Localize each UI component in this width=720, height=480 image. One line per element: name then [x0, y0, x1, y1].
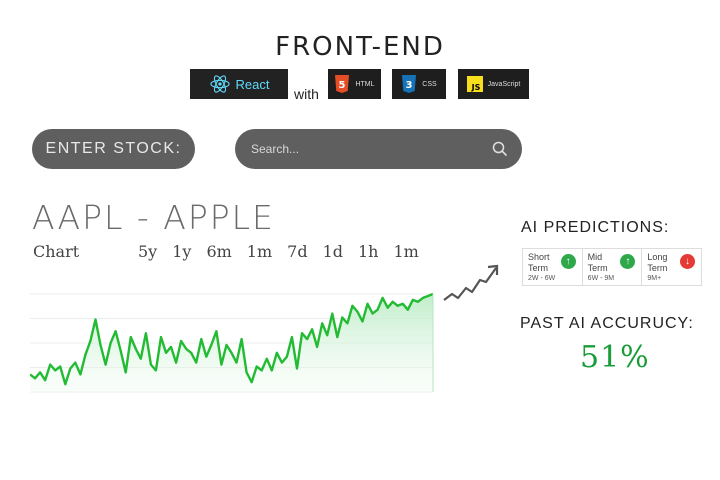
html5-number: 5	[339, 80, 346, 91]
chart-label: Chart	[33, 242, 80, 261]
trend-arrow-icon	[443, 264, 499, 301]
react-badge: React	[190, 69, 288, 99]
css-badge: 3 CSS	[392, 69, 446, 99]
time-range-selector: 5y 1y 6m 1m 7d 1d 1h 1m	[138, 242, 434, 261]
prediction-range: 2W - 6W	[528, 275, 556, 282]
prediction-range: 9M+	[647, 275, 662, 282]
prediction-label: Long	[647, 252, 668, 262]
react-label: React	[235, 76, 270, 92]
css3-number: 3	[406, 80, 413, 91]
react-icon	[209, 75, 230, 93]
range-1min[interactable]: 1m	[393, 242, 419, 261]
range-5y[interactable]: 5y	[138, 242, 158, 261]
stock-chart	[30, 292, 434, 393]
prediction-short-term: Short Term 2W - 6W ↑	[523, 249, 583, 285]
css3-shield-icon: 3	[402, 75, 417, 93]
page-title: FRONT-END	[275, 32, 445, 62]
range-7d[interactable]: 7d	[287, 242, 308, 261]
search-icon[interactable]	[492, 141, 508, 157]
chart-price-line	[30, 292, 434, 386]
prediction-mid-term: Mid Term 6W - 9M ↑	[583, 249, 643, 285]
arrow-up-icon: ↑	[620, 254, 636, 269]
arrow-down-icon: ↓	[680, 254, 696, 269]
search-box[interactable]	[235, 129, 522, 169]
search-input[interactable]	[249, 141, 492, 157]
arrow-up-icon: ↑	[560, 254, 576, 269]
js-square-icon: JS	[466, 76, 483, 92]
html-label: HTML	[355, 80, 375, 88]
js-badge: JS JavaScript	[458, 69, 529, 99]
range-1h[interactable]: 1h	[358, 242, 379, 261]
past-accuracy-title: PAST AI ACCURUCY:	[520, 315, 694, 332]
html5-shield-icon: 5	[335, 75, 350, 93]
predictions-table: Short Term 2W - 6W ↑ Mid Term 6W - 9M ↑ …	[522, 248, 702, 286]
accuracy-value: 51%	[580, 340, 650, 375]
prediction-range: 6W - 9M	[587, 275, 615, 282]
with-text: with	[294, 86, 319, 102]
enter-stock-button[interactable]: ENTER STOCK:	[32, 129, 195, 169]
css-label: CSS	[422, 80, 437, 88]
range-1m[interactable]: 1m	[246, 242, 273, 261]
prediction-long-term: Long Term 9M+ ↓	[642, 249, 701, 285]
range-1d[interactable]: 1d	[322, 242, 343, 261]
prediction-label: Mid	[587, 252, 603, 262]
js-label: JavaScript	[487, 80, 521, 88]
prediction-label: Short	[528, 252, 550, 262]
ai-predictions-title: AI PREDICTIONS:	[521, 219, 670, 236]
prediction-label: Term	[587, 263, 608, 273]
range-1y[interactable]: 1y	[172, 242, 192, 261]
stock-title: AAPL - APPLE	[32, 198, 275, 237]
range-6m[interactable]: 6m	[206, 242, 232, 261]
prediction-label: Term	[528, 263, 548, 273]
html-badge: 5 HTML	[328, 69, 381, 99]
prediction-label: Term	[647, 263, 668, 273]
js-tag: JS	[470, 83, 480, 92]
